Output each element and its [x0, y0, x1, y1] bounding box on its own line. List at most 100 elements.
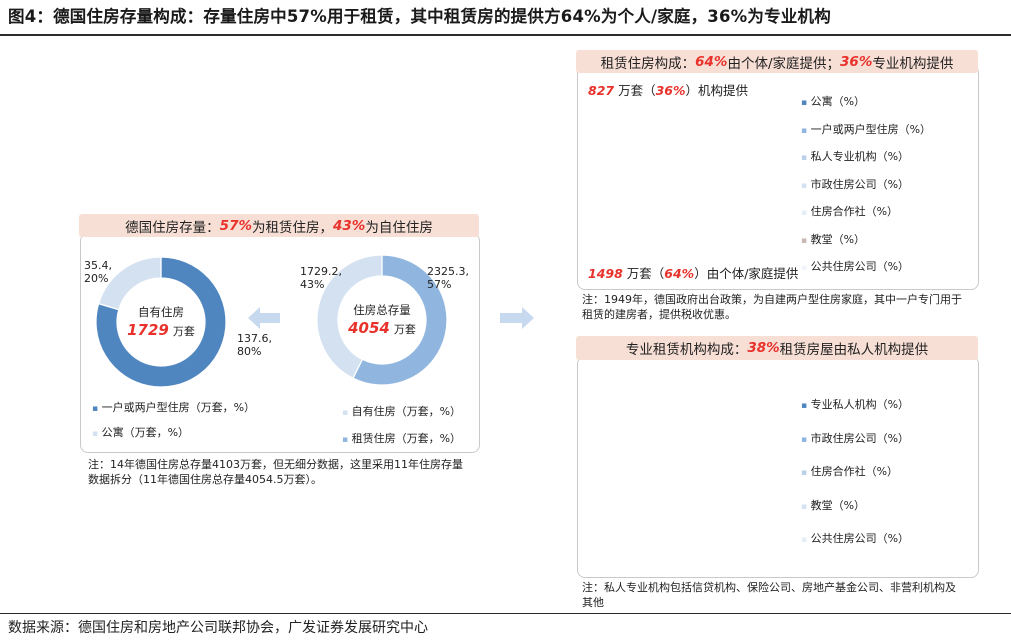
professional-landlord-panel	[577, 356, 979, 578]
banner-text: 租赁住房构成：	[600, 55, 696, 72]
legend-item: ▪ 住房合作社（%）	[801, 456, 909, 490]
title-divider	[0, 34, 1011, 36]
legend-item: ▪ 租赁住房（万套，%）	[342, 426, 461, 453]
center-value: 1729 万套	[127, 321, 195, 339]
legend-item: ▪ 自有住房（万套，%）	[342, 399, 461, 426]
source-divider	[0, 613, 1011, 614]
legend-label: 市政住房公司（%）	[810, 431, 910, 445]
banner-value: 57%	[219, 217, 252, 234]
banner-value: 64%	[695, 53, 728, 70]
legend-marker: ▪	[801, 263, 808, 273]
owner-occupied-donut: 自有住房 1729 万套 137.6,80% 35.4,20%	[84, 256, 272, 388]
legend-label: 市政住房公司（%）	[810, 177, 910, 191]
source-line: 数据来源：德国住房和房地产公司联邦协会，广发证券发展研究中心	[8, 620, 428, 636]
legend-marker: ▪	[801, 208, 808, 218]
callout-text: ）由个体/家庭提供	[694, 266, 799, 281]
legend-marker: ▪	[92, 404, 99, 414]
legend-label: 一户或两户型住房（万套，%）	[101, 401, 256, 414]
data-label: 57%	[427, 278, 451, 291]
callout-pct: 36%	[655, 83, 686, 98]
legend-item: ▪ 教堂（%）	[801, 490, 909, 524]
top-right-note: 注：1949年，德国政府出台政策，为自建两户型住房家庭，其中一户专门用于租赁的建…	[582, 293, 962, 321]
banner-text: 为自住住房	[365, 219, 433, 236]
arrow-left-icon	[248, 307, 280, 329]
legend-label: 教堂（%）	[810, 498, 866, 512]
center-label: 自有住房	[138, 305, 184, 319]
rental-composition-banner: 租赁住房构成： 64% 由个体/家庭提供； 36% 专业机构提供	[576, 50, 978, 73]
legend-marker: ▪	[92, 429, 99, 439]
legend-item: ▪ 市政住房公司（%）	[801, 423, 909, 457]
legend-item: ▪ 市政住房公司（%）	[801, 172, 931, 200]
legend-label: 公共住房公司（%）	[810, 532, 910, 545]
legend-label: 自有住房（万套，%）	[351, 405, 462, 418]
legend-item: ▪ 教堂（%）	[801, 227, 931, 255]
legend-item: ▪ 一户或两户型住房（万套，%）	[92, 396, 255, 421]
data-label: 20%	[84, 272, 108, 285]
donut-slice	[352, 254, 448, 386]
legend-marker: ▪	[801, 98, 808, 108]
center-value: 4054 万套	[347, 319, 416, 337]
legend-marker: ▪	[801, 434, 808, 445]
legend-item: ▪ 专业私人机构（%）	[801, 389, 909, 423]
legend: ▪ 公寓（%） ▪ 一户或两户型住房（%） ▪ 私人专业机构（%） ▪ 市政住房…	[801, 89, 931, 282]
legend-item: ▪ 公共住房公司（%）	[801, 254, 931, 282]
individual-callout: 1498 万套（64%）由个体/家庭提供	[588, 263, 798, 282]
data-label: 35.4,	[84, 259, 112, 272]
data-label: 2325.3,	[427, 265, 469, 278]
rental-composition-panel	[577, 65, 979, 290]
legend-marker: ▪	[801, 153, 808, 163]
callout-text: 万套（	[622, 266, 665, 281]
legend-marker: ▪	[801, 125, 808, 136]
legend-marker: ▪	[342, 435, 349, 445]
legend-label: 住房合作社（%）	[810, 205, 899, 218]
banner-text: 专业租赁机构构成：	[625, 342, 748, 358]
data-label: 137.6,	[237, 332, 272, 345]
donut-slice	[316, 254, 383, 379]
banner-text: 由个体/家庭提供；	[727, 55, 841, 72]
legend-label: 一户或两户型住房（%）	[810, 122, 932, 136]
data-label: 80%	[237, 345, 261, 358]
legend-label: 私人专业机构（%）	[810, 150, 910, 163]
legend: ▪ 自有住房（万套，%） ▪ 租赁住房（万套，%）	[342, 399, 461, 453]
donut-slice	[97, 256, 162, 311]
left-panel-note: 注：14年德国住房总存量4103万套，但无细分数据，这里采用11年住房存量数据拆…	[88, 458, 463, 486]
callout-text: 万套（	[614, 83, 656, 98]
legend-marker: ▪	[801, 468, 808, 478]
legend-item: ▪ 私人专业机构（%）	[801, 144, 931, 172]
legend-marker: ▪	[342, 408, 349, 418]
data-label: 1729.2,	[300, 265, 342, 278]
data-label: 43%	[300, 278, 324, 291]
banner-text: 租赁房屋由私人机构提供	[779, 342, 929, 358]
legend-label: 住房合作社（%）	[810, 465, 899, 478]
legend-label: 租赁住房（万套，%）	[351, 432, 462, 445]
banner-value: 36%	[840, 53, 873, 70]
professional-landlord-banner: 专业租赁机构构成： 38% 租赁房屋由私人机构提供	[576, 336, 978, 360]
callout-pct: 64%	[664, 266, 695, 281]
legend-marker: ▪	[801, 235, 808, 246]
donut-slice	[95, 256, 227, 388]
center-label: 住房总存量	[353, 303, 411, 317]
banner-text: 为租赁住房，	[252, 219, 333, 236]
legend: ▪ 一户或两户型住房（万套，%） ▪ 公寓（万套，%）	[92, 396, 255, 446]
callout-value: 1498	[588, 266, 623, 281]
legend-label: 公寓（%）	[810, 95, 866, 108]
banner-value: 43%	[333, 217, 366, 234]
legend-marker: ▪	[801, 501, 808, 512]
banner-text: 德国住房存量：	[125, 219, 220, 236]
arrow-right-icon	[500, 307, 534, 329]
legend-item: ▪ 住房合作社（%）	[801, 199, 931, 227]
legend-item: ▪ 一户或两户型住房（%）	[801, 117, 931, 145]
bottom-right-note: 注：私人专业机构包括信贷机构、保险公司、房地产基金公司、非营利机构及其他	[582, 581, 956, 609]
legend-marker: ▪	[801, 180, 808, 191]
legend-item: ▪ 公寓（万套，%）	[92, 421, 255, 446]
legend-marker: ▪	[801, 401, 808, 411]
legend: ▪ 专业私人机构（%） ▪ 市政住房公司（%） ▪ 住房合作社（%） ▪ 教堂（…	[801, 389, 909, 557]
callout-text: ）机构提供	[685, 83, 749, 98]
legend-label: 专业私人机构（%）	[810, 398, 910, 411]
callout-value: 827	[588, 83, 615, 98]
legend-label: 教堂（%）	[810, 232, 866, 246]
legend-marker: ▪	[801, 535, 808, 545]
banner-text: 专业机构提供	[872, 55, 954, 72]
legend-item: ▪ 公寓（%）	[801, 89, 931, 117]
housing-stock-banner: 德国住房存量： 57% 为租赁住房， 43% 为自住住房	[79, 214, 479, 237]
